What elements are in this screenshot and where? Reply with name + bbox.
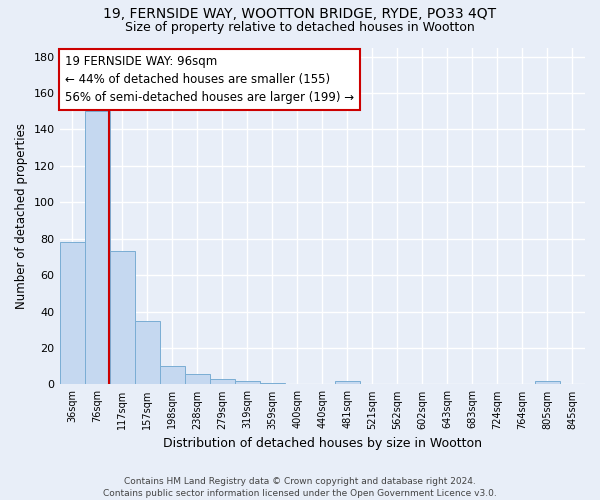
Y-axis label: Number of detached properties: Number of detached properties [15,123,28,309]
Text: Size of property relative to detached houses in Wootton: Size of property relative to detached ho… [125,21,475,34]
Bar [185,374,209,384]
Bar [59,242,85,384]
Bar [110,252,134,384]
X-axis label: Distribution of detached houses by size in Wootton: Distribution of detached houses by size … [163,437,482,450]
Bar [235,381,260,384]
Text: 19 FERNSIDE WAY: 96sqm
← 44% of detached houses are smaller (155)
56% of semi-de: 19 FERNSIDE WAY: 96sqm ← 44% of detached… [65,55,353,104]
Bar [85,111,110,384]
Bar [535,381,560,384]
Bar [335,381,360,384]
Bar [134,320,160,384]
Bar [209,379,235,384]
Bar [160,366,185,384]
Text: Contains HM Land Registry data © Crown copyright and database right 2024.
Contai: Contains HM Land Registry data © Crown c… [103,476,497,498]
Text: 19, FERNSIDE WAY, WOOTTON BRIDGE, RYDE, PO33 4QT: 19, FERNSIDE WAY, WOOTTON BRIDGE, RYDE, … [103,8,497,22]
Bar [260,382,285,384]
